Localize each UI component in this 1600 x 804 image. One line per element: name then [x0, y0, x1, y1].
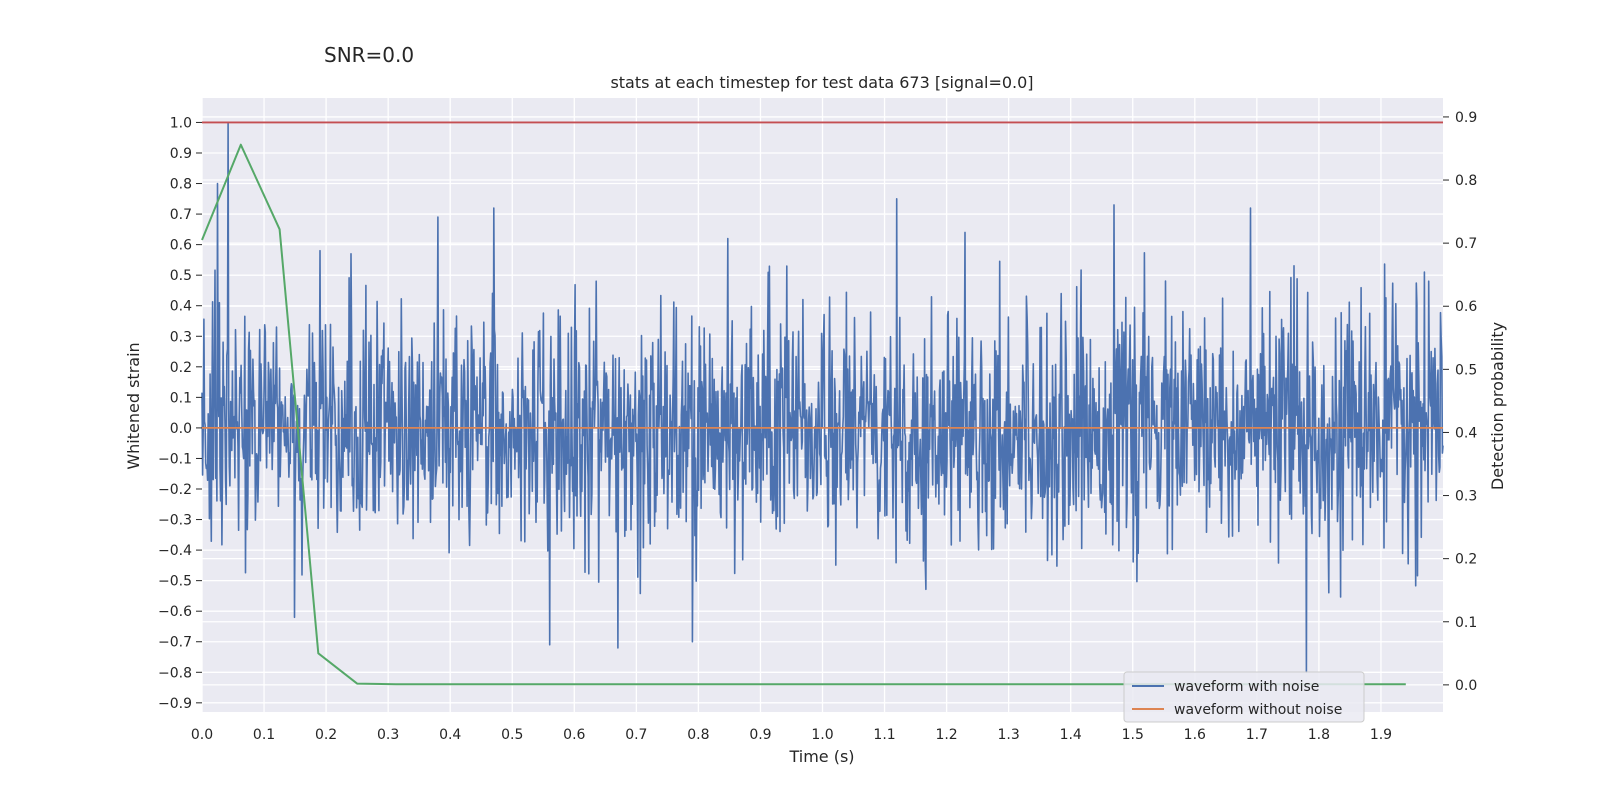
x-tick-label: 0.6 — [563, 727, 585, 743]
x-tick-label: 1.1 — [873, 727, 895, 743]
x-tick-label: 0.0 — [191, 727, 213, 743]
y-tick-label: 0.6 — [170, 238, 192, 254]
y-tick-label: −0.7 — [158, 635, 192, 651]
y-axis-label: Whitened strain — [124, 342, 143, 469]
series-noise-line — [201, 121, 1444, 674]
y-tick-label: 0.1 — [170, 390, 192, 406]
y2-tick-label: 0.0 — [1455, 678, 1477, 694]
legend-label-clean: waveform without noise — [1174, 702, 1342, 718]
x-tick-label: 0.2 — [315, 727, 337, 743]
y2-tick-label: 0.4 — [1455, 425, 1477, 441]
x-tick-label: 1.0 — [811, 727, 833, 743]
x-tick-label: 1.2 — [935, 727, 957, 743]
legend-label-noise: waveform with noise — [1174, 679, 1319, 695]
x-tick-label: 0.3 — [377, 727, 399, 743]
y2-tick-label: 0.6 — [1455, 299, 1477, 315]
left-axis-ticks: 1.0 0.9 0.8 0.7 0.6 0.5 0.4 0.3 0.2 0.1 0.0 −0.1 −0.… — [158, 115, 202, 712]
right-axis-ticks: 0.9 0.8 0.7 0.6 0.5 0.4 0.3 0.2 0.1 0.0 — [1443, 110, 1477, 694]
y-tick-label: −0.1 — [158, 451, 192, 467]
y-tick-label: 1.0 — [170, 115, 192, 131]
y-tick-label: −0.5 — [158, 574, 192, 590]
y2-tick-label: 0.5 — [1455, 362, 1477, 378]
x-tick-label: 1.6 — [1184, 727, 1206, 743]
y-tick-label: −0.8 — [158, 665, 192, 681]
x-tick-label: 0.5 — [501, 727, 523, 743]
chart-title: stats at each timestep for test data 673… — [610, 73, 1033, 92]
y2-tick-label: 0.1 — [1455, 615, 1477, 631]
y2-tick-label: 0.8 — [1455, 173, 1477, 189]
x-tick-label: 0.7 — [625, 727, 647, 743]
series-layer — [201, 121, 1444, 686]
legend-box — [1123, 671, 1365, 723]
y-tick-label: −0.9 — [158, 696, 192, 712]
grid — [201, 98, 1443, 712]
y2-tick-label: 0.9 — [1455, 110, 1477, 126]
bottom-axis-ticks: 0.0 0.1 0.2 0.3 0.4 0.5 0.6 0.7 0.8 0.9 1.0 1.1 1.2 1… — [191, 727, 1392, 743]
suptitle: SNR=0.0 — [324, 43, 414, 67]
x-tick-label: 1.9 — [1370, 727, 1392, 743]
series-probability-line — [201, 143, 1406, 686]
x-tick-label: 1.8 — [1308, 727, 1330, 743]
y-tick-label: 0.0 — [170, 421, 192, 437]
y-tick-label: −0.4 — [158, 543, 192, 559]
y2-tick-label: 0.3 — [1455, 489, 1477, 505]
y-tick-label: 0.5 — [170, 268, 192, 284]
y-tick-label: 0.2 — [170, 360, 192, 376]
x-tick-label: 1.3 — [998, 727, 1020, 743]
x-tick-label: 1.7 — [1246, 727, 1268, 743]
y2-tick-label: 0.2 — [1455, 552, 1477, 568]
legend: waveform with noise waveform without noi… — [1123, 671, 1365, 723]
y-tick-label: −0.6 — [158, 604, 192, 620]
x-axis-label: Time (s) — [788, 747, 854, 766]
y-tick-label: 0.7 — [170, 207, 192, 223]
y-tick-label: 0.8 — [170, 177, 192, 193]
y-tick-label: −0.3 — [158, 513, 192, 529]
x-tick-label: 1.5 — [1122, 727, 1144, 743]
y2-tick-label: 0.7 — [1455, 236, 1477, 252]
x-tick-label: 0.8 — [687, 727, 709, 743]
x-tick-label: 0.1 — [253, 727, 275, 743]
x-tick-label: 1.4 — [1060, 727, 1082, 743]
y-tick-label: 0.4 — [170, 299, 192, 315]
x-tick-label: 0.4 — [439, 727, 461, 743]
x-tick-label: 0.9 — [749, 727, 771, 743]
y-tick-label: −0.2 — [158, 482, 192, 498]
y-tick-label: 0.3 — [170, 329, 192, 345]
y2-axis-label: Detection probability — [1488, 322, 1507, 490]
y-tick-label: 0.9 — [170, 146, 192, 162]
